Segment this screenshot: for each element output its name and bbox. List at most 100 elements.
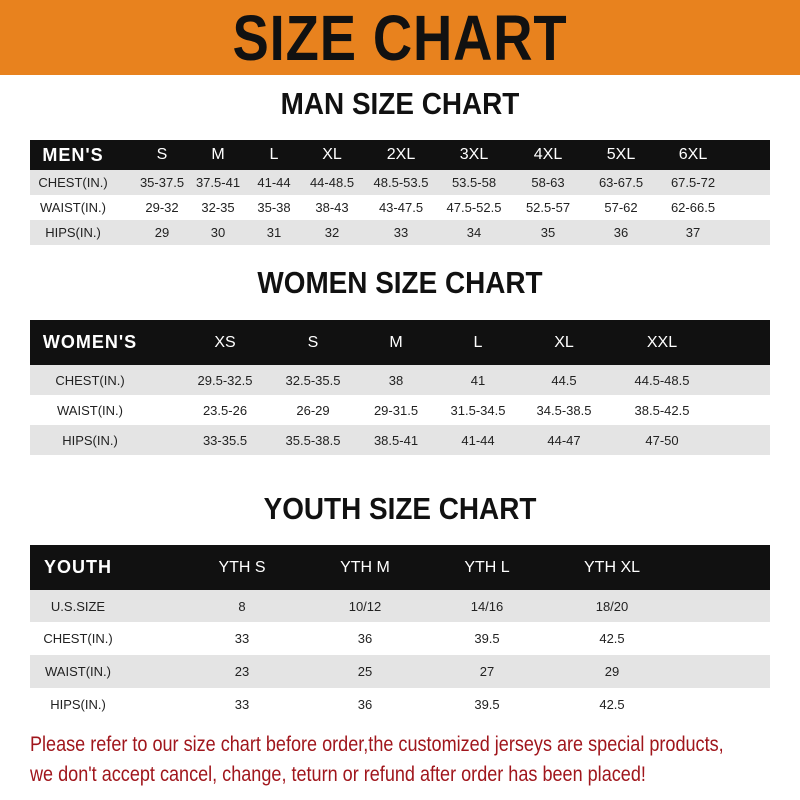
measurement-cell: 44-48.5 xyxy=(309,175,355,190)
measurement-cell: 42.5 xyxy=(599,631,625,646)
measurement-cell: 48.5-53.5 xyxy=(373,175,429,190)
measurement-cell: 29-31.5 xyxy=(373,402,419,418)
measurement-cell: 33 xyxy=(393,225,409,240)
table-row: U.S.SIZE 8 10/12 14/16 18/20 xyxy=(30,590,770,622)
measurement-cell: 38.5-42.5 xyxy=(634,402,690,418)
measurement-cell: 23.5-26 xyxy=(202,402,248,418)
row-label: CHEST(IN.) xyxy=(55,372,125,388)
measurement-cell: 29-32 xyxy=(145,200,179,215)
measurement-cell: 18/20 xyxy=(595,598,629,614)
size-column-header: L xyxy=(269,146,279,163)
measurement-cell: 32-35 xyxy=(201,200,235,215)
measurement-cell: 39.5 xyxy=(474,631,500,646)
measurement-cell: 63-67.5 xyxy=(598,175,644,190)
size-column-header: YTH S xyxy=(218,558,266,576)
measurement-cell: 34.5-38.5 xyxy=(536,402,592,418)
table-row: WAIST(IN.) 29-32 32-35 35-38 38-43 43-47.5 47.… xyxy=(30,195,770,220)
size-column-header: YTH L xyxy=(464,558,510,576)
row-label: HIPS(IN.) xyxy=(45,225,101,240)
size-column-header: S xyxy=(307,333,319,351)
measurement-cell: 47.5-52.5 xyxy=(446,200,502,215)
table-header-label: MEN'S xyxy=(42,144,104,165)
measurement-cell: 36 xyxy=(613,225,629,240)
measurement-cell: 29 xyxy=(154,225,170,240)
measurement-cell: 23 xyxy=(234,664,250,679)
measurement-cell: 62-66.5 xyxy=(670,200,716,215)
measurement-cell: 57-62 xyxy=(604,200,638,215)
measurement-cell: 32.5-35.5 xyxy=(285,372,341,388)
row-label: HIPS(IN.) xyxy=(50,696,106,712)
measurement-cell: 31 xyxy=(266,225,282,240)
measurement-cell: 32 xyxy=(324,225,340,240)
measurement-cell: 38-43 xyxy=(315,200,349,215)
measurement-cell: 34 xyxy=(466,225,482,240)
measurement-cell: 35-37.5 xyxy=(139,175,185,190)
size-column-header: S xyxy=(156,146,168,163)
size-column-header: 4XL xyxy=(533,146,563,163)
table-row: CHEST(IN.) 29.5-32.5 32.5-35.5 38 41 44.5 44.5… xyxy=(30,365,770,395)
row-label: WAIST(IN.) xyxy=(45,664,111,679)
measurement-cell: 35.5-38.5 xyxy=(285,432,341,448)
size-column-header: 6XL xyxy=(678,146,708,163)
table-row: WAIST(IN.) 23.5-26 26-29 29-31.5 31.5-34.5 34… xyxy=(30,395,770,425)
measurement-cell: 8 xyxy=(238,598,246,614)
measurement-cell: 33 xyxy=(234,696,250,712)
table-header-row: WOMEN'S XS S M L XL XXL xyxy=(30,320,770,365)
men-section-title: MAN SIZE CHART xyxy=(280,86,520,121)
table-row: CHEST(IN.) 33 36 39.5 42.5 xyxy=(30,622,770,655)
measurement-cell: 36 xyxy=(357,696,373,712)
size-chart-banner: SIZE CHART xyxy=(0,0,800,75)
measurement-cell: 36 xyxy=(357,631,373,646)
order-notice-line-1: Please refer to our size chart before or… xyxy=(30,733,724,756)
measurement-cell: 29.5-32.5 xyxy=(197,372,253,388)
measurement-cell: 31.5-34.5 xyxy=(450,402,506,418)
measurement-cell: 37.5-41 xyxy=(195,175,241,190)
measurement-cell: 44.5 xyxy=(551,372,577,388)
row-label: HIPS(IN.) xyxy=(62,432,118,448)
table-row: WAIST(IN.) 23 25 27 29 xyxy=(30,655,770,688)
measurement-cell: 67.5-72 xyxy=(670,175,716,190)
size-column-header: 5XL xyxy=(606,146,636,163)
measurement-cell: 14/16 xyxy=(470,598,504,614)
measurement-cell: 47-50 xyxy=(645,432,679,448)
measurement-cell: 25 xyxy=(357,664,373,679)
measurement-cell: 41 xyxy=(470,372,486,388)
measurement-cell: 29 xyxy=(604,664,620,679)
size-column-header: YTH M xyxy=(340,558,390,576)
measurement-cell: 33 xyxy=(234,631,250,646)
measurement-cell: 10/12 xyxy=(348,598,382,614)
women-section-title: WOMEN SIZE CHART xyxy=(257,265,543,300)
table-row: HIPS(IN.) 29 30 31 32 33 34 35 36 37 xyxy=(30,220,770,245)
size-column-header: M xyxy=(389,333,403,351)
measurement-cell: 38 xyxy=(388,372,404,388)
row-label: WAIST(IN.) xyxy=(40,200,106,215)
banner-title: SIZE CHART xyxy=(232,2,568,74)
row-label: CHEST(IN.) xyxy=(38,175,108,190)
measurement-cell: 35-38 xyxy=(257,200,291,215)
measurement-cell: 58-63 xyxy=(531,175,565,190)
measurement-cell: 33-35.5 xyxy=(202,432,248,448)
size-column-header: XS xyxy=(214,333,236,351)
size-column-header: L xyxy=(473,333,483,351)
table-header-row: MEN'S S M L XL 2XL 3XL 4XL 5XL 6XL xyxy=(30,140,770,170)
table-row: HIPS(IN.) 33-35.5 35.5-38.5 38.5-41 41-44 44-… xyxy=(30,425,770,455)
measurement-cell: 44.5-48.5 xyxy=(634,372,690,388)
size-column-header: XXL xyxy=(646,333,678,351)
table-header-label: YOUTH xyxy=(44,557,112,577)
size-column-header: YTH XL xyxy=(583,558,641,576)
row-label: CHEST(IN.) xyxy=(43,631,113,646)
measurement-cell: 30 xyxy=(210,225,226,240)
measurement-cell: 44-47 xyxy=(547,432,581,448)
table-row: HIPS(IN.) 33 36 39.5 42.5 xyxy=(30,688,770,720)
row-label: U.S.SIZE xyxy=(50,598,106,614)
size-column-header: XL xyxy=(554,333,574,351)
measurement-cell: 42.5 xyxy=(599,696,625,712)
table-row: CHEST(IN.) 35-37.5 37.5-41 41-44 44-48.5 48.5… xyxy=(30,170,770,195)
measurement-cell: 41-44 xyxy=(257,175,291,190)
size-column-header: XL xyxy=(322,146,342,163)
measurement-cell: 53.5-58 xyxy=(451,175,497,190)
order-notice-line-2: we don't accept cancel, change, teturn o… xyxy=(30,763,646,786)
size-column-header: M xyxy=(211,146,225,163)
measurement-cell: 52.5-57 xyxy=(525,200,571,215)
table-header-label: WOMEN'S xyxy=(42,332,138,352)
